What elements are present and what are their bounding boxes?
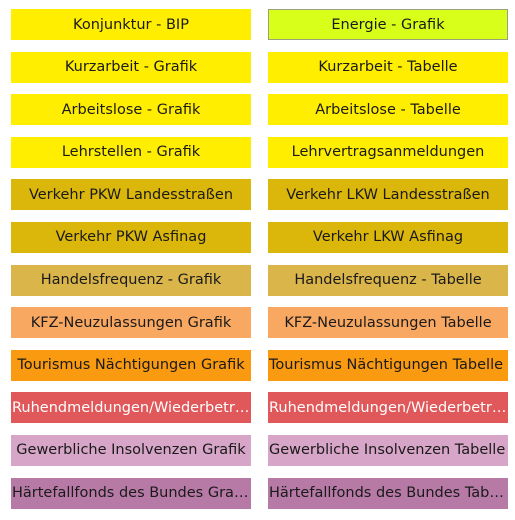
tile-label: Verkehr LKW Landesstraßen [286,186,490,203]
tile-label: Härtefallfonds des Bundes Grafik [12,485,251,502]
tile-gewerbliche-insolvenzen-tabelle[interactable]: Gewerbliche Insolvenzen Tabelle [268,434,508,466]
tile-kfz-neuzulassungen-grafik[interactable]: KFZ-Neuzulassungen Grafik [11,307,251,339]
tile-arbeitslose-tabelle[interactable]: Arbeitslose - Tabelle [268,94,508,126]
tile-label: Handelsfrequenz - Grafik [40,272,222,289]
tile-label: Konjunktur - BIP [73,16,189,33]
tile-arbeitslose-grafik[interactable]: Arbeitslose - Grafik [11,94,251,126]
tile-label: Arbeitslose - Tabelle [315,101,461,118]
tile-handelsfrequenz-tabelle[interactable]: Handelsfrequenz - Tabelle [268,264,508,296]
tile-label: KFZ-Neuzulassungen Tabelle [284,314,492,331]
tile-verkehr-lkw-asfinag[interactable]: Verkehr LKW Asfinag [268,221,508,253]
tile-label: Tourismus Nächtigungen Tabelle [269,357,504,374]
tile-haertefallfonds-tabelle[interactable]: Härtefallfonds des Bundes Tabelle [268,477,508,509]
tile-konjunktur-bip[interactable]: Konjunktur - BIP [11,9,251,40]
tile-gewerbliche-insolvenzen-grafik[interactable]: Gewerbliche Insolvenzen Grafik [11,434,251,466]
tile-verkehr-pkw-landesstrassen[interactable]: Verkehr PKW Landesstraßen [11,179,251,211]
tile-label: Ruhendmeldungen/Wiederbetriebnahmen Graf… [12,399,251,416]
tile-label: Lehrvertragsanmeldungen [291,144,485,161]
tile-kurzarbeit-tabelle[interactable]: Kurzarbeit - Tabelle [268,51,508,83]
tile-tourismus-naechtigungen-tabelle[interactable]: Tourismus Nächtigungen Tabelle [268,349,508,381]
tile-lehrstellen-grafik[interactable]: Lehrstellen - Grafik [11,136,251,168]
tile-ruhendmeldungen-grafik[interactable]: Ruhendmeldungen/Wiederbetriebnahmen Graf… [11,392,251,424]
tile-label: Härtefallfonds des Bundes Tabelle [269,485,508,502]
tile-handelsfrequenz-grafik[interactable]: Handelsfrequenz - Grafik [11,264,251,296]
tile-verkehr-lkw-landesstrassen[interactable]: Verkehr LKW Landesstraßen [268,179,508,211]
tile-label: Verkehr LKW Asfinag [312,229,464,246]
tile-tourismus-naechtigungen-grafik[interactable]: Tourismus Nächtigungen Grafik [11,349,251,381]
tile-label: Handelsfrequenz - Tabelle [294,272,482,289]
tile-label: Verkehr PKW Asfinag [55,229,207,246]
dashboard-tile-grid: Konjunktur - BIP Energie - Grafik Kurzar… [11,9,508,509]
tile-label: Gewerbliche Insolvenzen Tabelle [269,442,506,459]
tile-label: Kurzarbeit - Tabelle [318,59,458,76]
tile-haertefallfonds-grafik[interactable]: Härtefallfonds des Bundes Grafik [11,477,251,509]
tile-kurzarbeit-grafik[interactable]: Kurzarbeit - Grafik [11,51,251,83]
tile-label: Tourismus Nächtigungen Grafik [17,357,245,374]
tile-label: Gewerbliche Insolvenzen Grafik [16,442,246,459]
tile-label: Lehrstellen - Grafik [61,144,201,161]
tile-label: Ruhendmeldungen/Wiederbetriebnahmen Tabe… [269,399,508,416]
tile-ruhendmeldungen-tabelle[interactable]: Ruhendmeldungen/Wiederbetriebnahmen Tabe… [268,392,508,424]
tile-verkehr-pkw-asfinag[interactable]: Verkehr PKW Asfinag [11,221,251,253]
tile-energie-grafik[interactable]: Energie - Grafik [268,9,508,40]
tile-kfz-neuzulassungen-tabelle[interactable]: KFZ-Neuzulassungen Tabelle [268,307,508,339]
tile-label: KFZ-Neuzulassungen Grafik [30,314,232,331]
tile-label: Energie - Grafik [331,16,445,33]
tile-lehrvertragsanmeldungen[interactable]: Lehrvertragsanmeldungen [268,136,508,168]
tile-label: Kurzarbeit - Grafik [64,59,198,76]
tile-label: Verkehr PKW Landesstraßen [28,186,234,203]
tile-label: Arbeitslose - Grafik [61,101,201,118]
